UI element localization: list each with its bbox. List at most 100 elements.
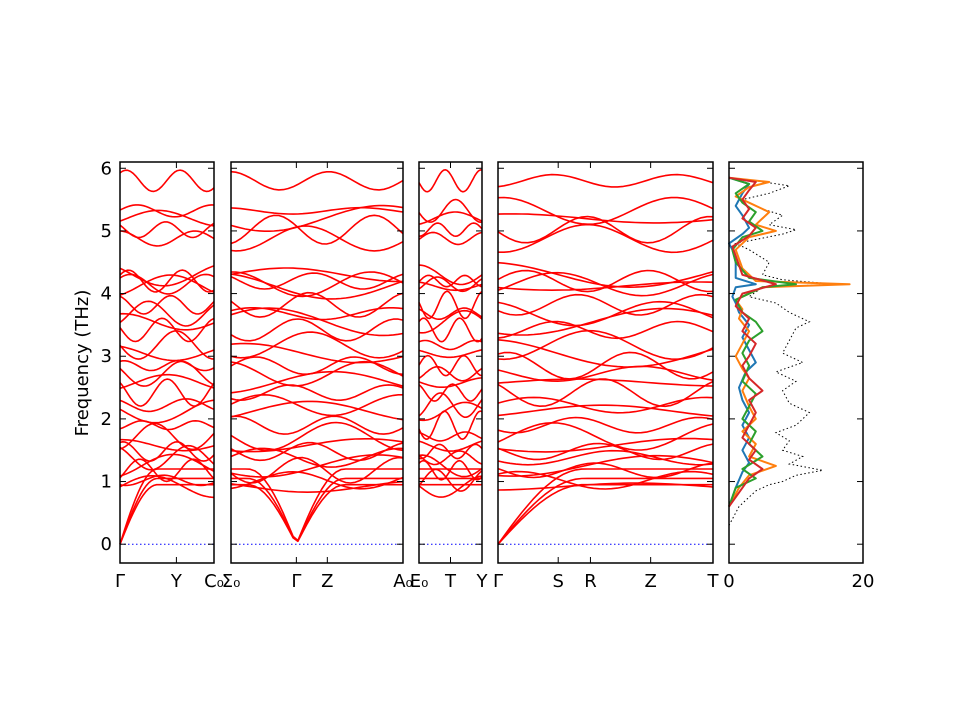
band-line <box>497 365 714 382</box>
y-tick-label: 5 <box>101 221 112 242</box>
band-line <box>497 300 714 327</box>
band-line <box>497 261 714 288</box>
panel-frame <box>119 161 215 564</box>
y-axis-title: Frequency (THz) <box>72 290 93 437</box>
x-tick-label: Z <box>321 571 333 592</box>
x-tick-label: S <box>552 571 563 592</box>
dos-partial-line-4 <box>728 176 777 508</box>
band-line <box>497 422 714 451</box>
x-tick-label: Γ <box>493 571 503 592</box>
band-line <box>497 269 714 293</box>
band-line <box>497 351 714 380</box>
x-tick-label: Z <box>644 571 656 592</box>
band-line <box>119 468 214 545</box>
band-line <box>497 378 714 387</box>
band-line <box>119 441 215 462</box>
band-line <box>230 471 404 490</box>
band-line <box>119 209 215 227</box>
band-line <box>497 320 714 340</box>
band-line <box>230 307 404 321</box>
band-line <box>230 447 403 468</box>
band-line <box>418 349 483 359</box>
band-line <box>418 440 483 452</box>
band-line <box>418 274 483 288</box>
x-tick-label: E₀ <box>410 571 429 592</box>
band-line <box>497 468 713 545</box>
band-line <box>230 370 404 394</box>
band-line <box>418 169 483 193</box>
band-line <box>497 470 714 490</box>
band-line <box>418 222 483 237</box>
band-line <box>119 474 215 487</box>
band-line <box>497 378 714 408</box>
band-line <box>418 383 483 402</box>
band-line <box>497 404 714 417</box>
x-tick-label: Y <box>170 571 183 592</box>
band-line <box>119 230 215 247</box>
band-line <box>230 225 404 252</box>
band-line <box>119 317 215 343</box>
y-tick-label: 2 <box>101 409 112 430</box>
x-tick-label: T <box>444 571 457 592</box>
band-line <box>119 422 215 451</box>
band-line <box>418 264 483 286</box>
band-line <box>119 359 215 372</box>
y-tick-label: 6 <box>101 158 112 179</box>
band-line <box>497 482 714 491</box>
band-line <box>230 331 404 359</box>
band-line <box>497 442 714 461</box>
band-line <box>231 468 403 542</box>
band-panel-3: E₀ T Y <box>410 161 489 592</box>
dos-partial-line-2 <box>728 176 851 508</box>
x-tick-label: C₀ <box>204 571 224 592</box>
band-line <box>119 398 215 413</box>
band-line <box>418 475 483 498</box>
band-line <box>230 356 404 376</box>
band-line <box>497 173 714 188</box>
band-line <box>119 420 215 431</box>
x-tick-label: Σ₀ <box>222 571 241 592</box>
band-line <box>230 421 404 452</box>
band-line <box>230 394 403 417</box>
band-line <box>497 396 714 414</box>
x-tick-label: Γ <box>115 571 125 592</box>
dos-x-tick-label: 20 <box>852 571 875 592</box>
band-line <box>418 431 483 442</box>
band-line <box>418 454 483 478</box>
band-line <box>231 483 403 543</box>
band-line <box>230 480 404 493</box>
band-line <box>230 318 404 342</box>
band-line <box>230 342 404 364</box>
band-line <box>230 170 404 191</box>
band-line <box>418 468 483 492</box>
band-line <box>119 360 215 387</box>
band-line <box>119 169 215 193</box>
band-line <box>497 213 714 224</box>
dos-total-line <box>728 177 837 526</box>
x-tick-label: Γ <box>291 571 301 592</box>
band-line <box>119 475 215 499</box>
band-line <box>119 483 214 545</box>
band-line <box>230 415 404 435</box>
band-line <box>497 483 713 545</box>
band-line <box>498 223 714 254</box>
y-tick-label: 1 <box>101 472 112 493</box>
band-line <box>418 317 483 343</box>
dos-frame <box>728 161 864 564</box>
band-line <box>230 400 404 421</box>
x-tick-label: T <box>707 571 720 592</box>
band-line <box>497 329 714 361</box>
band-line <box>119 273 215 295</box>
band-line <box>119 204 215 218</box>
band-line <box>418 366 483 382</box>
band-line <box>497 196 714 225</box>
band-line <box>418 410 483 440</box>
band-line <box>119 269 215 293</box>
panel-frame <box>497 161 714 564</box>
band-line <box>418 377 483 388</box>
band-line <box>230 273 404 300</box>
band-line <box>418 339 483 351</box>
